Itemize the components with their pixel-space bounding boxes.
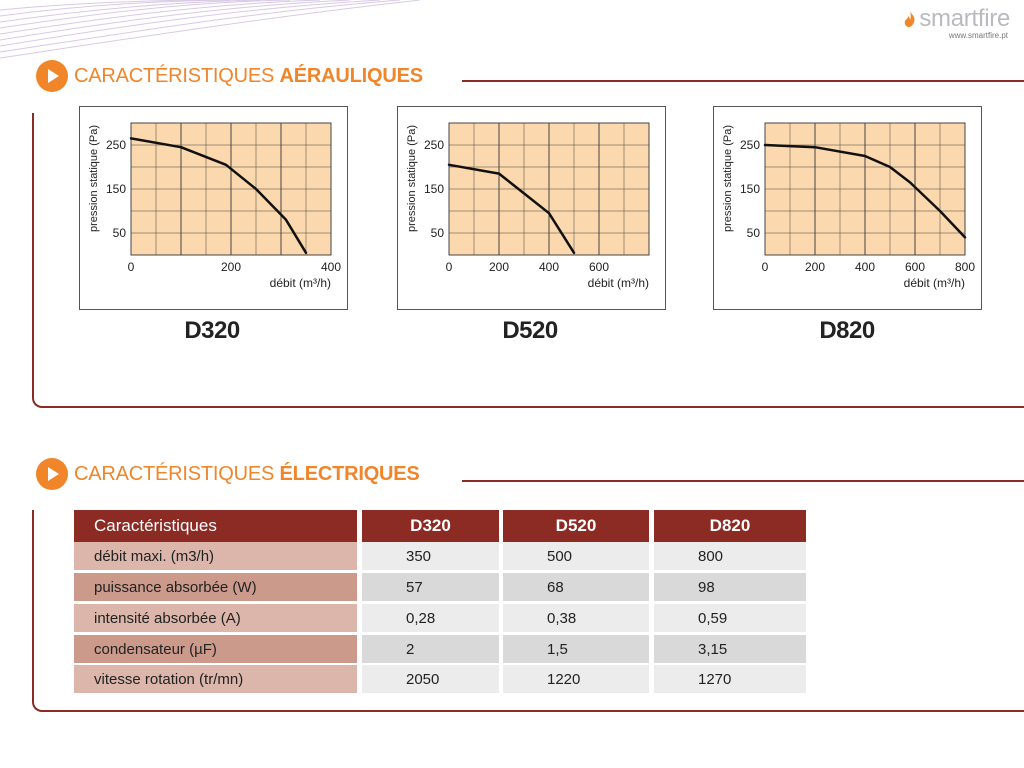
section-heading-electric: CARACTÉRISTIQUES ÉLECTRIQUES — [36, 458, 420, 490]
plot-border — [448, 122, 650, 256]
chart-box-d320: 0 200 400 250 150 50 débit (m³/h) pression stat… — [79, 106, 348, 310]
table-cell: 500 — [503, 542, 649, 570]
table-cell: 1,5 — [503, 635, 649, 663]
x-tick-label: 400 — [855, 260, 875, 274]
model-title-d520: D520 — [502, 317, 558, 344]
table-cell: 2050 — [362, 665, 499, 693]
y-tick-label: 150 — [740, 182, 760, 196]
plot-border — [764, 122, 966, 256]
table-row-label: débit maxi. (m3/h) — [74, 542, 357, 570]
x-tick-label: 0 — [446, 260, 453, 274]
decorative-swoosh — [0, 0, 420, 59]
table-row-label: puissance absorbée (W) — [74, 573, 357, 601]
y-axis-label: pression statique (Pa) — [406, 125, 418, 232]
table-cell: 2 — [362, 635, 499, 663]
table-header-label: Caractéristiques — [74, 510, 357, 542]
model-title-d320: D320 — [184, 317, 240, 344]
table-cell: 350 — [362, 542, 499, 570]
section-frame — [32, 113, 1024, 408]
x-tick-label: 0 — [762, 260, 769, 274]
x-tick-label: 0 — [128, 260, 135, 274]
x-axis-label: débit (m³/h) — [588, 276, 649, 290]
x-tick-label: 400 — [321, 260, 341, 274]
section-rule — [462, 80, 1024, 82]
section-title: CARACTÉRISTIQUES ÉLECTRIQUES — [74, 462, 420, 485]
play-icon — [36, 60, 68, 92]
fan-curve-chart-d320: 0 200 400 250 150 50 débit (m³/h) pression stat… — [88, 122, 341, 290]
fan-curve-chart-d520: 0 200 400 600 250 150 50 débit (m³/h) pression s… — [406, 122, 650, 290]
y-tick-label: 50 — [431, 226, 445, 240]
table-header-d820: D820 — [654, 510, 806, 542]
brand-url: www.smartfire.pt — [948, 31, 1008, 40]
x-tick-label: 600 — [905, 260, 925, 274]
chart-box-d520: 0 200 400 600 250 150 50 débit (m³/h) pression s… — [397, 106, 666, 310]
table-header-d520: D520 — [503, 510, 649, 542]
table-cell: 800 — [654, 542, 806, 570]
table-cell: 57 — [362, 573, 499, 601]
table-cell: 3,15 — [654, 635, 806, 663]
y-tick-label: 50 — [113, 226, 127, 240]
x-axis-label: débit (m³/h) — [270, 276, 331, 290]
table-header-d320: D320 — [362, 510, 499, 542]
y-tick-label: 250 — [740, 138, 760, 152]
table-row-label: condensateur (µF) — [74, 635, 357, 663]
y-axis-label: pression statique (Pa) — [88, 125, 100, 232]
x-tick-label: 200 — [489, 260, 509, 274]
y-tick-label: 250 — [106, 138, 126, 152]
table-cell: 0,38 — [503, 604, 649, 632]
table-cell: 1220 — [503, 665, 649, 693]
fan-curve-line — [763, 143, 967, 239]
fan-curve-line — [129, 137, 308, 255]
section-rule — [462, 480, 1024, 482]
x-axis-label: débit (m³/h) — [904, 276, 965, 290]
table-cell: 0,28 — [362, 604, 499, 632]
x-tick-label: 800 — [955, 260, 975, 274]
table-cell: 1270 — [654, 665, 806, 693]
table-cell: 0,59 — [654, 604, 806, 632]
section-title: CARACTÉRISTIQUES AÉRAULIQUES — [74, 64, 423, 87]
model-title-d820: D820 — [819, 317, 875, 344]
section-frame — [32, 510, 1024, 712]
table-row-label: vitesse rotation (tr/mn) — [74, 665, 357, 693]
plot-border — [130, 122, 332, 256]
x-tick-label: 200 — [221, 260, 241, 274]
fan-curve-line — [447, 163, 576, 255]
x-tick-label: 400 — [539, 260, 559, 274]
play-icon — [36, 458, 68, 490]
y-tick-label: 250 — [424, 138, 444, 152]
y-tick-label: 150 — [424, 182, 444, 196]
table-row-label: intensité absorbée (A) — [74, 604, 357, 632]
y-tick-label: 50 — [747, 226, 761, 240]
table-cell: 98 — [654, 573, 806, 601]
flame-icon — [905, 11, 915, 27]
x-tick-label: 600 — [589, 260, 609, 274]
section-heading-aeraulic: CARACTÉRISTIQUES AÉRAULIQUES — [36, 60, 423, 92]
fan-curve-chart-d820: 0 200 400 600 800 250 150 50 débit (m³/h) pressio… — [722, 122, 975, 290]
brand-name: smartfire — [919, 5, 1010, 32]
y-tick-label: 150 — [106, 182, 126, 196]
y-axis-label: pression statique (Pa) — [722, 125, 734, 232]
x-tick-label: 200 — [805, 260, 825, 274]
brand-logo: smartfire www.smartfire.pt — [904, 6, 1010, 40]
table-cell: 68 — [503, 573, 649, 601]
chart-box-d820: 0 200 400 600 800 250 150 50 débit (m³/h) pressio… — [713, 106, 982, 310]
